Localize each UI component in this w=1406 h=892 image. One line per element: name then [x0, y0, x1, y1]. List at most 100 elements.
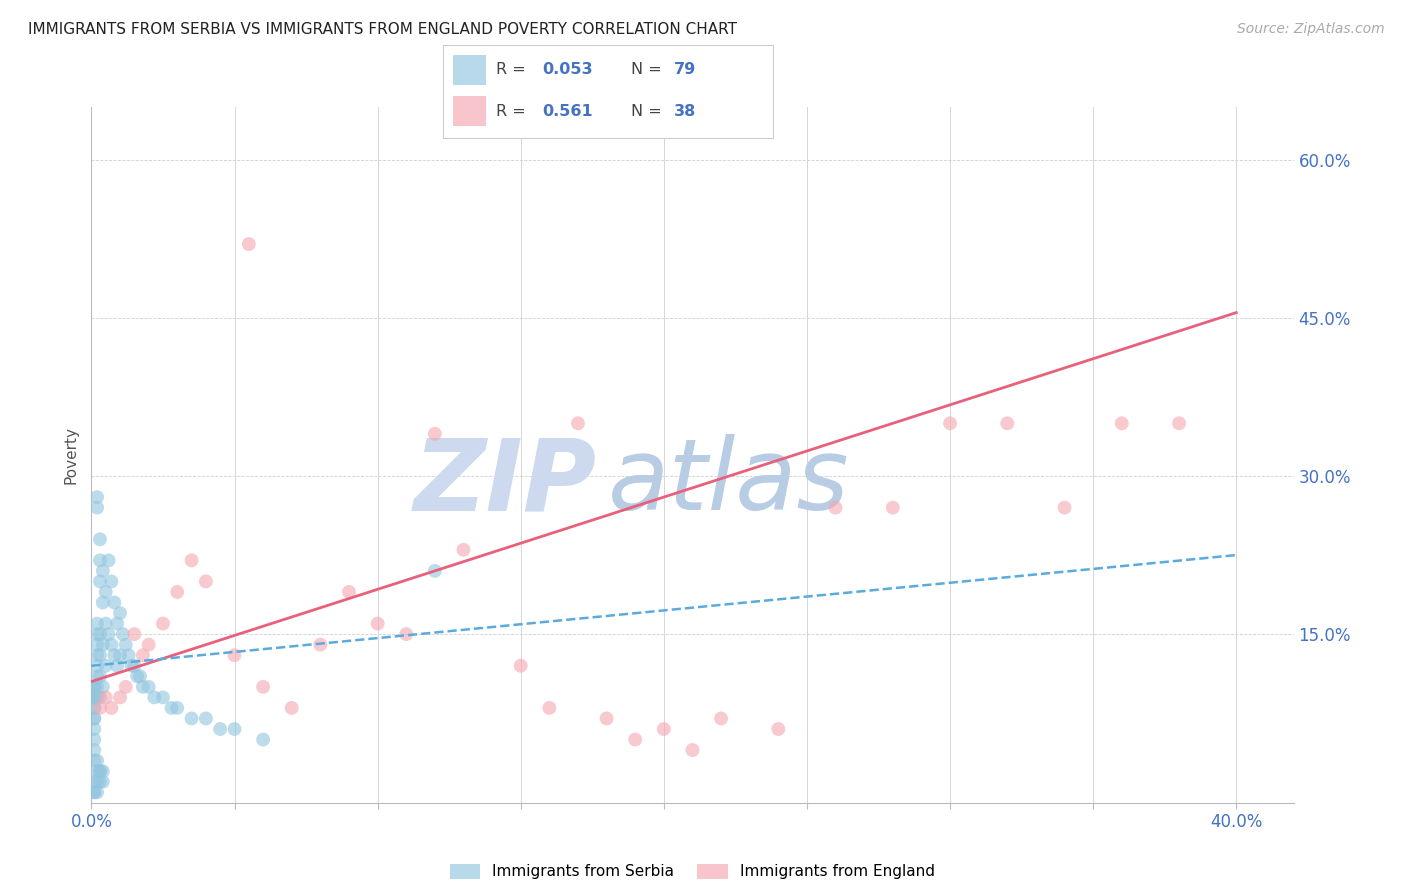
Point — [86, 648, 108, 663]
Point — [83, 743, 105, 757]
Point — [86, 500, 108, 515]
Point — [86, 764, 108, 779]
Text: R =: R = — [496, 62, 526, 78]
Point — [1111, 417, 1133, 431]
Point — [117, 648, 139, 663]
Point — [395, 627, 418, 641]
Point — [132, 680, 155, 694]
Point — [89, 648, 111, 663]
Point — [995, 417, 1018, 431]
Point — [939, 417, 962, 431]
Point — [103, 595, 125, 609]
Point — [86, 490, 108, 504]
Point — [252, 680, 274, 694]
Point — [143, 690, 166, 705]
Point — [86, 669, 108, 683]
Point — [89, 764, 111, 779]
Point — [89, 553, 111, 567]
Point — [166, 701, 188, 715]
Point — [710, 711, 733, 725]
Point — [224, 722, 246, 736]
Point — [89, 690, 111, 705]
Point — [252, 732, 274, 747]
Point — [97, 553, 120, 567]
Point — [882, 500, 904, 515]
Point — [238, 237, 260, 252]
Point — [768, 722, 790, 736]
Point — [91, 764, 114, 779]
Point — [83, 690, 105, 705]
Point — [83, 680, 105, 694]
Point — [83, 711, 105, 725]
Text: 79: 79 — [675, 62, 696, 78]
Point — [86, 658, 108, 673]
Y-axis label: Poverty: Poverty — [63, 425, 79, 484]
Point — [86, 785, 108, 799]
Point — [83, 701, 105, 715]
Point — [108, 648, 131, 663]
Point — [194, 574, 217, 589]
Point — [281, 701, 304, 715]
Point — [224, 648, 246, 663]
Point — [89, 764, 111, 779]
Point — [337, 585, 360, 599]
Point — [111, 627, 134, 641]
Point — [595, 711, 617, 725]
Text: 0.561: 0.561 — [543, 103, 593, 119]
Point — [152, 616, 174, 631]
Point — [121, 658, 143, 673]
Point — [624, 732, 647, 747]
Point — [91, 595, 114, 609]
Point — [91, 774, 114, 789]
Point — [83, 785, 105, 799]
Point — [103, 648, 125, 663]
Point — [652, 722, 675, 736]
Point — [129, 669, 152, 683]
Point — [209, 722, 232, 736]
Point — [105, 658, 128, 673]
Point — [83, 690, 105, 705]
Point — [83, 680, 105, 694]
Point — [89, 669, 111, 683]
Text: 0.053: 0.053 — [543, 62, 593, 78]
Text: atlas: atlas — [609, 434, 851, 532]
Point — [83, 701, 105, 715]
Point — [86, 616, 108, 631]
Point — [86, 638, 108, 652]
Point — [423, 426, 446, 441]
Point — [681, 743, 703, 757]
Point — [453, 542, 475, 557]
Text: IMMIGRANTS FROM SERBIA VS IMMIGRANTS FROM ENGLAND POVERTY CORRELATION CHART: IMMIGRANTS FROM SERBIA VS IMMIGRANTS FRO… — [28, 22, 737, 37]
Point — [423, 564, 446, 578]
Point — [114, 638, 136, 652]
Point — [567, 417, 589, 431]
Point — [1168, 417, 1191, 431]
Point — [166, 585, 188, 599]
Point — [91, 564, 114, 578]
Text: N =: N = — [631, 62, 662, 78]
Point — [94, 616, 117, 631]
Point — [105, 616, 128, 631]
Bar — [453, 55, 486, 85]
Point — [83, 754, 105, 768]
Text: R =: R = — [496, 103, 526, 119]
Text: 38: 38 — [675, 103, 696, 119]
Point — [89, 627, 111, 641]
Text: Source: ZipAtlas.com: Source: ZipAtlas.com — [1237, 22, 1385, 37]
Point — [86, 754, 108, 768]
Point — [89, 533, 111, 547]
Point — [114, 680, 136, 694]
Point — [824, 500, 846, 515]
Point — [83, 785, 105, 799]
Point — [89, 574, 111, 589]
Point — [100, 638, 122, 652]
Point — [97, 627, 120, 641]
Legend: Immigrants from Serbia, Immigrants from England: Immigrants from Serbia, Immigrants from … — [444, 857, 941, 886]
Point — [1053, 500, 1076, 515]
Point — [94, 690, 117, 705]
Point — [194, 711, 217, 725]
Point — [309, 638, 332, 652]
Point — [367, 616, 389, 631]
Point — [86, 680, 108, 694]
Point — [83, 774, 105, 789]
